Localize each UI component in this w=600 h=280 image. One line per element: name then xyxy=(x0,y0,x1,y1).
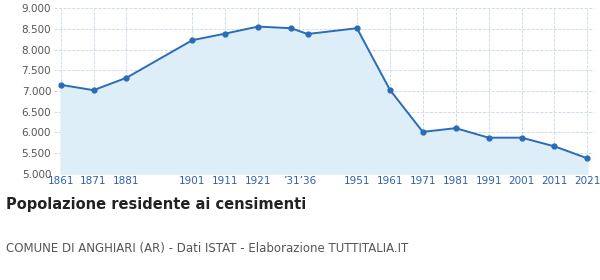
Text: Popolazione residente ai censimenti: Popolazione residente ai censimenti xyxy=(6,197,306,213)
Text: COMUNE DI ANGHIARI (AR) - Dati ISTAT - Elaborazione TUTTITALIA.IT: COMUNE DI ANGHIARI (AR) - Dati ISTAT - E… xyxy=(6,242,408,255)
